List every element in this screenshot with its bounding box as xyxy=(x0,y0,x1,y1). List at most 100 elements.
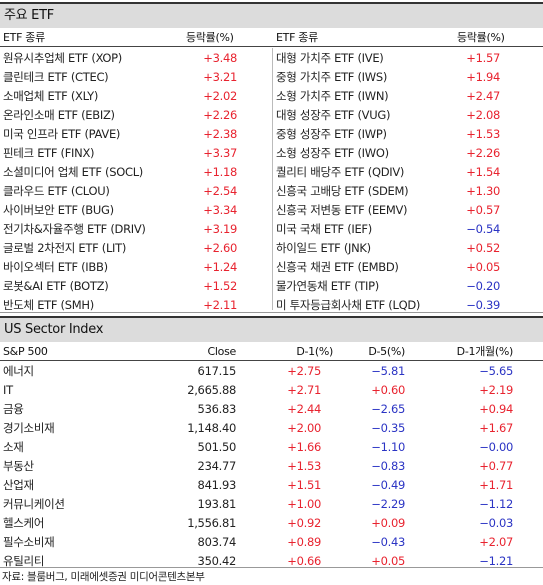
sector-d5: −2.65 xyxy=(371,402,405,416)
etf-change-left: +3.19 xyxy=(203,222,237,236)
sector-close: 2,665.88 xyxy=(187,383,236,397)
sector-m1: −1.21 xyxy=(479,554,513,568)
etf-name-left: 클라우드 ETF (CLOU) xyxy=(3,184,110,198)
sector-row: 유틸리티 350.42 +0.66 +0.05 −1.21 xyxy=(0,552,543,571)
sector-d5: −2.29 xyxy=(371,497,405,511)
etf-name-left: 사이버보안 ETF (BUG) xyxy=(3,203,114,217)
sector-row: 커뮤니케이션 193.81 +1.00 −2.29 −1.12 xyxy=(0,495,543,514)
etf-change-left: +1.24 xyxy=(203,260,237,274)
sector-d1: +1.51 xyxy=(287,478,321,492)
sector-d1: +1.53 xyxy=(287,459,321,473)
etf-name-left: 글로벌 2차전지 ETF (LIT) xyxy=(3,241,127,255)
etf-name-right: 미 투자등급회사채 ETF (LQD) xyxy=(276,298,421,312)
etf-change-left: +3.37 xyxy=(203,146,237,160)
sector-name: 경기소비재 xyxy=(3,421,55,435)
etf-change-right: +2.08 xyxy=(466,108,500,122)
etf-name-right: 대형 성장주 ETF (VUG) xyxy=(276,108,391,122)
etf-row: 반도체 ETF (SMH) +2.11 미 투자등급회사채 ETF (LQD) −0.… xyxy=(0,296,543,315)
sector-name: 부동산 xyxy=(3,459,34,473)
sector-table-body: 에너지 617.15 +2.75 −5.81 −5.65 IT 2,665.88 +2.71 +… xyxy=(0,362,543,571)
etf-change-right: +2.47 xyxy=(466,89,500,103)
sector-row: 헬스케어 1,556.81 +0.92 +0.09 −0.03 xyxy=(0,514,543,533)
sector-row: 부동산 234.77 +1.53 −0.83 +0.77 xyxy=(0,457,543,476)
sector-row: 필수소비재 803.74 +0.89 −0.43 +2.07 xyxy=(0,533,543,552)
etf-change-right: +1.94 xyxy=(466,70,500,84)
sector-close: 536.83 xyxy=(197,402,237,416)
etf-change-right: −0.39 xyxy=(466,298,500,312)
sector-d5: −1.10 xyxy=(371,440,405,454)
sector-close: 350.42 xyxy=(197,554,237,568)
sector-d5: −0.43 xyxy=(371,535,405,549)
sector-m1: +2.07 xyxy=(479,535,513,549)
etf-row: 원유시추업체 ETF (XOP) +3.48 대형 가치주 ETF (IVE) +1.… xyxy=(0,49,543,68)
etf-name-right: 미국 국채 ETF (IEF) xyxy=(276,222,372,236)
sector-header-d1: D-1(%) xyxy=(296,345,333,358)
etf-row: 소셜미디어 업체 ETF (SOCL) +1.18 퀄리티 배당주 ETF (QDI… xyxy=(0,163,543,182)
etf-change-left: +2.26 xyxy=(203,108,237,122)
etf-header-change-right: 등락률(%) xyxy=(457,31,505,44)
etf-change-left: +3.48 xyxy=(203,51,237,65)
etf-name-left: 핀테크 ETF (FINX) xyxy=(3,146,95,160)
sector-d1: +0.89 xyxy=(287,535,321,549)
etf-column-divider xyxy=(272,48,273,310)
etf-name-left: 미국 인프라 ETF (PAVE) xyxy=(3,127,121,141)
sector-d5: −0.35 xyxy=(371,421,405,435)
etf-row: 미국 인프라 ETF (PAVE) +2.38 중형 성장주 ETF (IWP) +1… xyxy=(0,125,543,144)
etf-change-left: +1.18 xyxy=(203,165,237,179)
etf-change-right: −0.54 xyxy=(466,222,500,236)
etf-row: 글로벌 2차전지 ETF (LIT) +2.60 하이일드 ETF (JNK) +0.… xyxy=(0,239,543,258)
sector-row: IT 2,665.88 +2.71 +0.60 +2.19 xyxy=(0,381,543,400)
etf-row: 클린테크 ETF (CTEC) +3.21 중형 가치주 ETF (IWS) +1.9… xyxy=(0,68,543,87)
etf-name-left: 바이오섹터 ETF (IBB) xyxy=(3,260,108,274)
source-note: 자료: 블룸버그, 미래에셋증권 미디어콘텐츠본부 xyxy=(2,571,205,583)
etf-change-right: +0.57 xyxy=(466,203,500,217)
etf-change-right: +0.52 xyxy=(466,241,500,255)
etf-name-right: 퀄리티 배당주 ETF (QDIV) xyxy=(276,165,405,179)
etf-table-header: ETF 종류 등락률(%) ETF 종류 등락률(%) xyxy=(0,28,543,47)
sector-d5: +0.60 xyxy=(371,383,405,397)
sector-m1: +0.94 xyxy=(479,402,513,416)
sector-close: 803.74 xyxy=(197,535,237,549)
etf-row: 클라우드 ETF (CLOU) +2.54 신흥국 고배당 ETF (SDEM) +1… xyxy=(0,182,543,201)
etf-header-name-left: ETF 종류 xyxy=(3,31,45,44)
sector-m1: −0.00 xyxy=(479,440,513,454)
etf-table-body: 원유시추업체 ETF (XOP) +3.48 대형 가치주 ETF (IVE) +1.… xyxy=(0,49,543,315)
etf-row: 사이버보안 ETF (BUG) +3.34 신흥국 저변동 ETF (EEMV) +0… xyxy=(0,201,543,220)
etf-name-left: 소매업체 ETF (XLY) xyxy=(3,89,99,103)
etf-name-right: 물가연동채 ETF (TIP) xyxy=(276,279,379,293)
etf-bottom-rule xyxy=(0,312,543,313)
etf-change-left: +1.52 xyxy=(203,279,237,293)
etf-name-left: 클린테크 ETF (CTEC) xyxy=(3,70,109,84)
sector-close: 841.93 xyxy=(197,478,237,492)
etf-row: 로봇&AI ETF (BOTZ) +1.52 물가연동채 ETF (TIP) −0.2… xyxy=(0,277,543,296)
sector-m1: −1.12 xyxy=(479,497,513,511)
etf-name-right: 중형 가치주 ETF (IWS) xyxy=(276,70,388,84)
etf-change-left: +3.34 xyxy=(203,203,237,217)
sector-d1: +2.44 xyxy=(287,402,321,416)
sector-name: 커뮤니케이션 xyxy=(3,497,65,511)
etf-row: 온라인소매 ETF (EBIZ) +2.26 대형 성장주 ETF (VUG) +2.… xyxy=(0,106,543,125)
etf-name-right: 신흥국 저변동 ETF (EEMV) xyxy=(276,203,408,217)
etf-change-left: +2.54 xyxy=(203,184,237,198)
etf-section-title: 주요 ETF xyxy=(0,2,543,28)
sector-name: 금융 xyxy=(3,402,24,416)
sector-row: 경기소비재 1,148.40 +2.00 −0.35 +1.67 xyxy=(0,419,543,438)
etf-row: 소매업체 ETF (XLY) +2.02 소형 가치주 ETF (IWN) +2.47 xyxy=(0,87,543,106)
sector-name: 소재 xyxy=(3,440,24,454)
sector-d5: +0.09 xyxy=(371,516,405,530)
sector-m1: +1.71 xyxy=(479,478,513,492)
sector-close: 1,148.40 xyxy=(187,421,236,435)
sector-d1: +1.00 xyxy=(287,497,321,511)
etf-row: 전기차&자율주행 ETF (DRIV) +3.19 미국 국채 ETF (IEF) −… xyxy=(0,220,543,239)
etf-header-name-right: ETF 종류 xyxy=(276,31,318,44)
sector-d5: −5.81 xyxy=(371,364,405,378)
sector-d1: +0.66 xyxy=(287,554,321,568)
etf-name-right: 소형 성장주 ETF (IWO) xyxy=(276,146,389,160)
etf-name-left: 로봇&AI ETF (BOTZ) xyxy=(3,279,109,293)
sector-d1: +0.92 xyxy=(287,516,321,530)
sector-d5: +0.05 xyxy=(371,554,405,568)
sector-close: 234.77 xyxy=(197,459,237,473)
etf-change-right: +0.05 xyxy=(466,260,500,274)
sector-row: 산업재 841.93 +1.51 −0.49 +1.71 xyxy=(0,476,543,495)
etf-name-right: 신흥국 고배당 ETF (SDEM) xyxy=(276,184,409,198)
